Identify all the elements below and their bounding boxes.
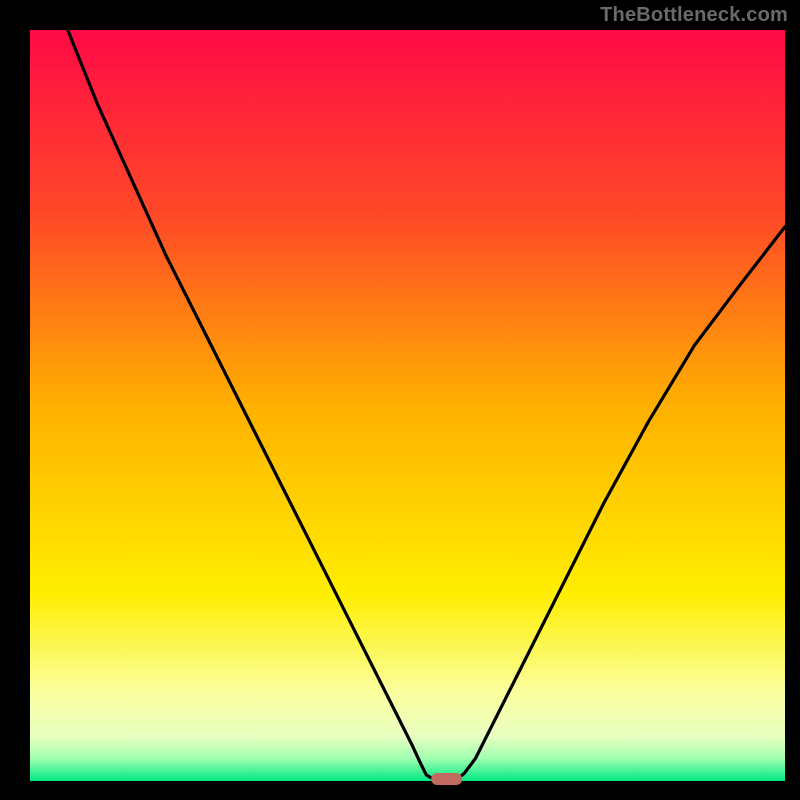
watermark-text: TheBottleneck.com (600, 4, 788, 27)
optimal-point-marker (431, 773, 463, 785)
chart-plot-area (30, 30, 785, 781)
bottleneck-curve (30, 30, 785, 781)
curve-path (68, 30, 785, 780)
